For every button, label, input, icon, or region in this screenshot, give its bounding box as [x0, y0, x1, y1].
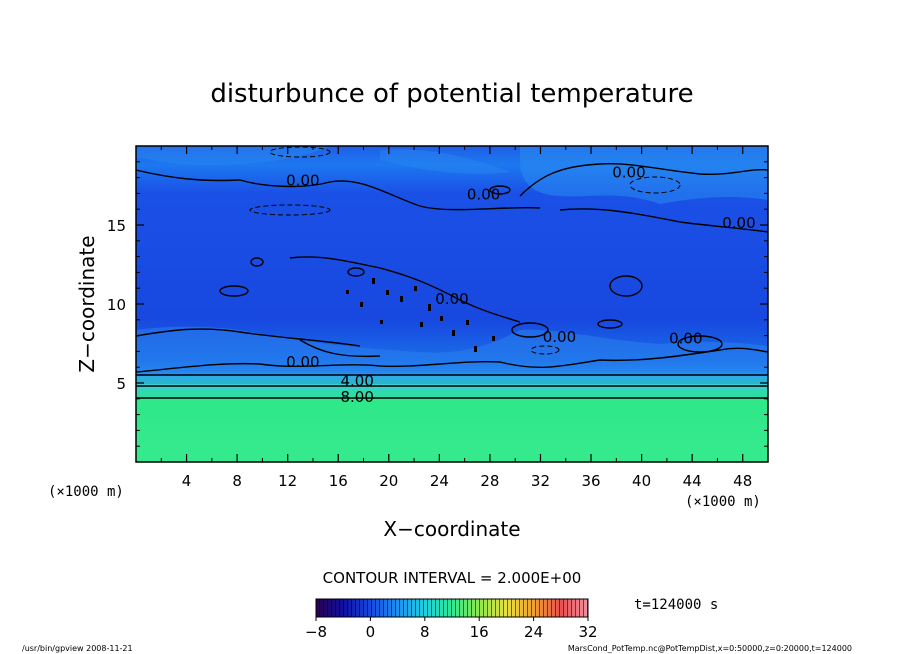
contour-label: 0.00 [612, 164, 645, 182]
colorbar-tick-label: 0 [366, 623, 376, 641]
x-unit-left: (×1000 m) [48, 484, 124, 500]
x-tick-label: 32 [531, 472, 550, 490]
contour-label: 0.00 [543, 328, 576, 346]
x-unit-right: (×1000 m) [685, 494, 761, 510]
colorbar: −8 0 8 16 24 32 [305, 598, 598, 641]
y-tick-label: 10 [107, 296, 126, 314]
contour-label: 0.00 [669, 330, 702, 348]
contour-label: 0.00 [286, 353, 319, 371]
x-tick-label: 40 [632, 472, 651, 490]
colorbar-tick-label: 8 [420, 623, 430, 641]
x-tick-label: 8 [232, 472, 242, 490]
y-tick-label: 15 [107, 217, 126, 235]
x-tick-label: 12 [278, 472, 297, 490]
x-axis-label: X−coordinate [383, 517, 520, 541]
contour-label: 8.00 [340, 388, 373, 406]
colorbar-tick-label: 32 [578, 623, 597, 641]
x-tick-label: 48 [733, 472, 752, 490]
plot-field: 0.00 0.00 0.00 0.00 0.00 0.00 0.00 0.00 4.008.00 [136, 146, 768, 462]
y-tick-label: 5 [116, 375, 126, 393]
x-tick-label: 44 [683, 472, 702, 490]
x-tick-label: 28 [480, 472, 499, 490]
colorbar-tick-label: 24 [524, 623, 543, 641]
footer-left: /usr/bin/gpview 2008-11-21 [22, 644, 133, 653]
contour-label: 4.00 [340, 372, 373, 390]
colorbar-tick-label: −8 [305, 623, 327, 641]
chart-title: disturbunce of potential temperature [210, 79, 693, 109]
x-tick-label: 16 [329, 472, 348, 490]
contour-label: 0.00 [722, 214, 755, 232]
footer-right: MarsCond_PotTemp.nc@PotTempDist,x=0:5000… [568, 644, 852, 653]
contour-label: 0.00 [467, 186, 500, 204]
x-axis: 4 8 12 16 20 24 28 32 36 40 44 48 [160, 146, 752, 490]
x-tick-label: 36 [581, 472, 600, 490]
y-axis: 5 10 15 [107, 161, 768, 447]
y-axis-label: Z−coordinate [75, 235, 99, 372]
x-tick-label: 4 [182, 472, 192, 490]
time-label: t=124000 s [634, 597, 718, 613]
contour-label: 0.00 [435, 290, 468, 308]
x-tick-label: 20 [379, 472, 398, 490]
contour-label: 0.00 [286, 172, 319, 190]
x-tick-label: 24 [430, 472, 449, 490]
colorbar-tick-label: 16 [470, 623, 489, 641]
contour-interval-label: CONTOUR INTERVAL = 2.000E+00 [323, 569, 582, 587]
